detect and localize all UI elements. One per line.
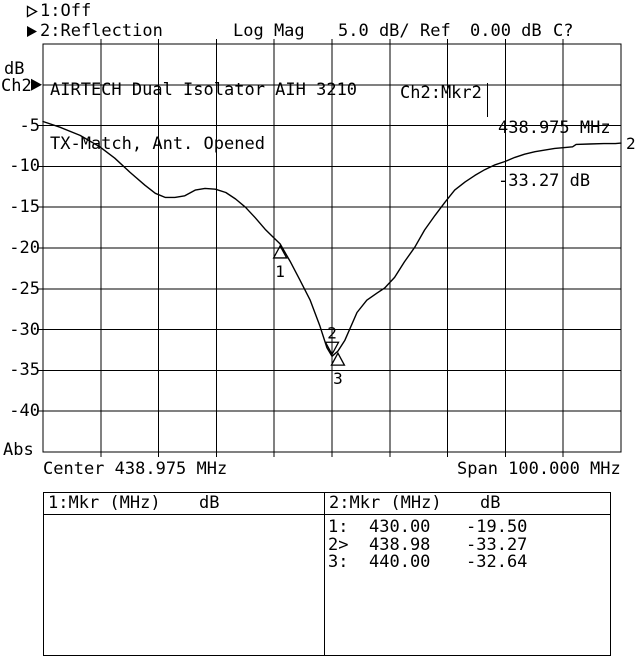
y-tick-label: -25 [9,278,40,299]
marker-table-header-2: 2:Mkr (MHz) dB [325,493,610,515]
ref-level-arrow-icon [31,78,42,91]
marker-frequency: 438.98 [369,534,431,555]
y-axis-channel: Ch2 [1,76,32,96]
channel1-indicator-icon [26,5,38,18]
marker-table-header-label: 1:Mkr (MHz) [48,493,161,513]
marker-level: -19.50 [466,517,528,537]
y-tick-label: -40 [9,401,40,422]
y-tick-label: -5 [19,115,40,136]
chart-canvas: 2 1 2 3 [31,39,636,457]
marker-table-rows-2: 1: 430.00 -19.50 2> 438.98 -33.27 3: 440.00 -32.… [325,517,610,572]
trace-label: 2 [626,134,636,153]
marker-readout-level: -33.27 dB [498,170,591,191]
marker-readout-label: Ch2:Mkr2 [400,83,482,103]
y-tick-label: -35 [9,360,40,381]
marker-readout-divider [487,83,488,117]
measurement-title: AIRTECH Dual Isolator AIH 3210 TX-Match,… [50,45,357,189]
cal-status: C? [553,21,574,41]
title-line1: AIRTECH Dual Isolator AIH 3210 [50,80,358,100]
marker-frequency: 430.00 [369,517,431,537]
grid [37,39,622,457]
marker-table-header-unit: dB [480,493,501,513]
marker-2-symbol-icon [324,341,340,356]
y-tick-label: -10 [9,156,40,177]
marker-readout-freq: 438.975 MHz [498,118,611,138]
marker-1-symbol-icon [272,244,288,259]
y-axis-mode: Abs [3,440,34,460]
y-tick-label: -15 [9,197,40,218]
marker-table-row: 1: 430.00 -19.50 [325,517,610,537]
y-tick-label: -30 [9,319,40,340]
channel1-status: 1:Off [40,1,92,21]
marker-readout-values: 438.975 MHz -33.27 dB [498,84,611,225]
marker-2-label: 2 [327,323,337,342]
channel2-measurement: 2:Reflection [40,21,163,41]
marker-number: 2> [328,534,349,555]
marker-table-column-2: 2:Mkr (MHz) dB 1: 430.00 -19.50 2> 438.98 -33… [325,493,610,655]
marker-number: 1: [328,517,349,537]
marker-table-header-unit: dB [199,493,220,513]
channel2-indicator-icon [27,26,37,37]
marker-frequency: 440.00 [369,552,431,572]
marker-table-header-1: 1:Mkr (MHz) dB [44,493,324,515]
marker-number: 3: [328,552,349,572]
y-axis-unit: dB [4,59,25,79]
marker-table: 1:Mkr (MHz) dB 2:Mkr (MHz) dB 1: 430.00 -1… [43,492,611,656]
ref-value: 0.00 dB [470,21,542,41]
marker-table-row: 2> 438.98 -33.27 [325,534,610,555]
span-frequency-label: Span 100.000 MHz [457,459,621,479]
title-line2: TX-Match, Ant. Opened [50,134,265,154]
marker-table-column-1: 1:Mkr (MHz) dB [44,493,325,655]
trace [42,120,622,357]
marker-3-symbol-icon [330,351,346,366]
marker-3-label: 3 [333,369,343,388]
center-frequency-label: Center 438.975 MHz [43,459,228,479]
marker-level: -32.64 [466,552,528,572]
marker-table-row: 3: 440.00 -32.64 [325,552,610,572]
y-tick-label: -20 [9,238,40,258]
marker-table-header-label: 2:Mkr (MHz) [329,493,442,513]
marker-level: -33.27 [466,534,528,555]
format-label: Log Mag [233,21,305,41]
marker-1-label: 1 [275,262,285,281]
scale-per-div: 5.0 dB/ [338,21,410,41]
ref-label: Ref [420,21,451,41]
